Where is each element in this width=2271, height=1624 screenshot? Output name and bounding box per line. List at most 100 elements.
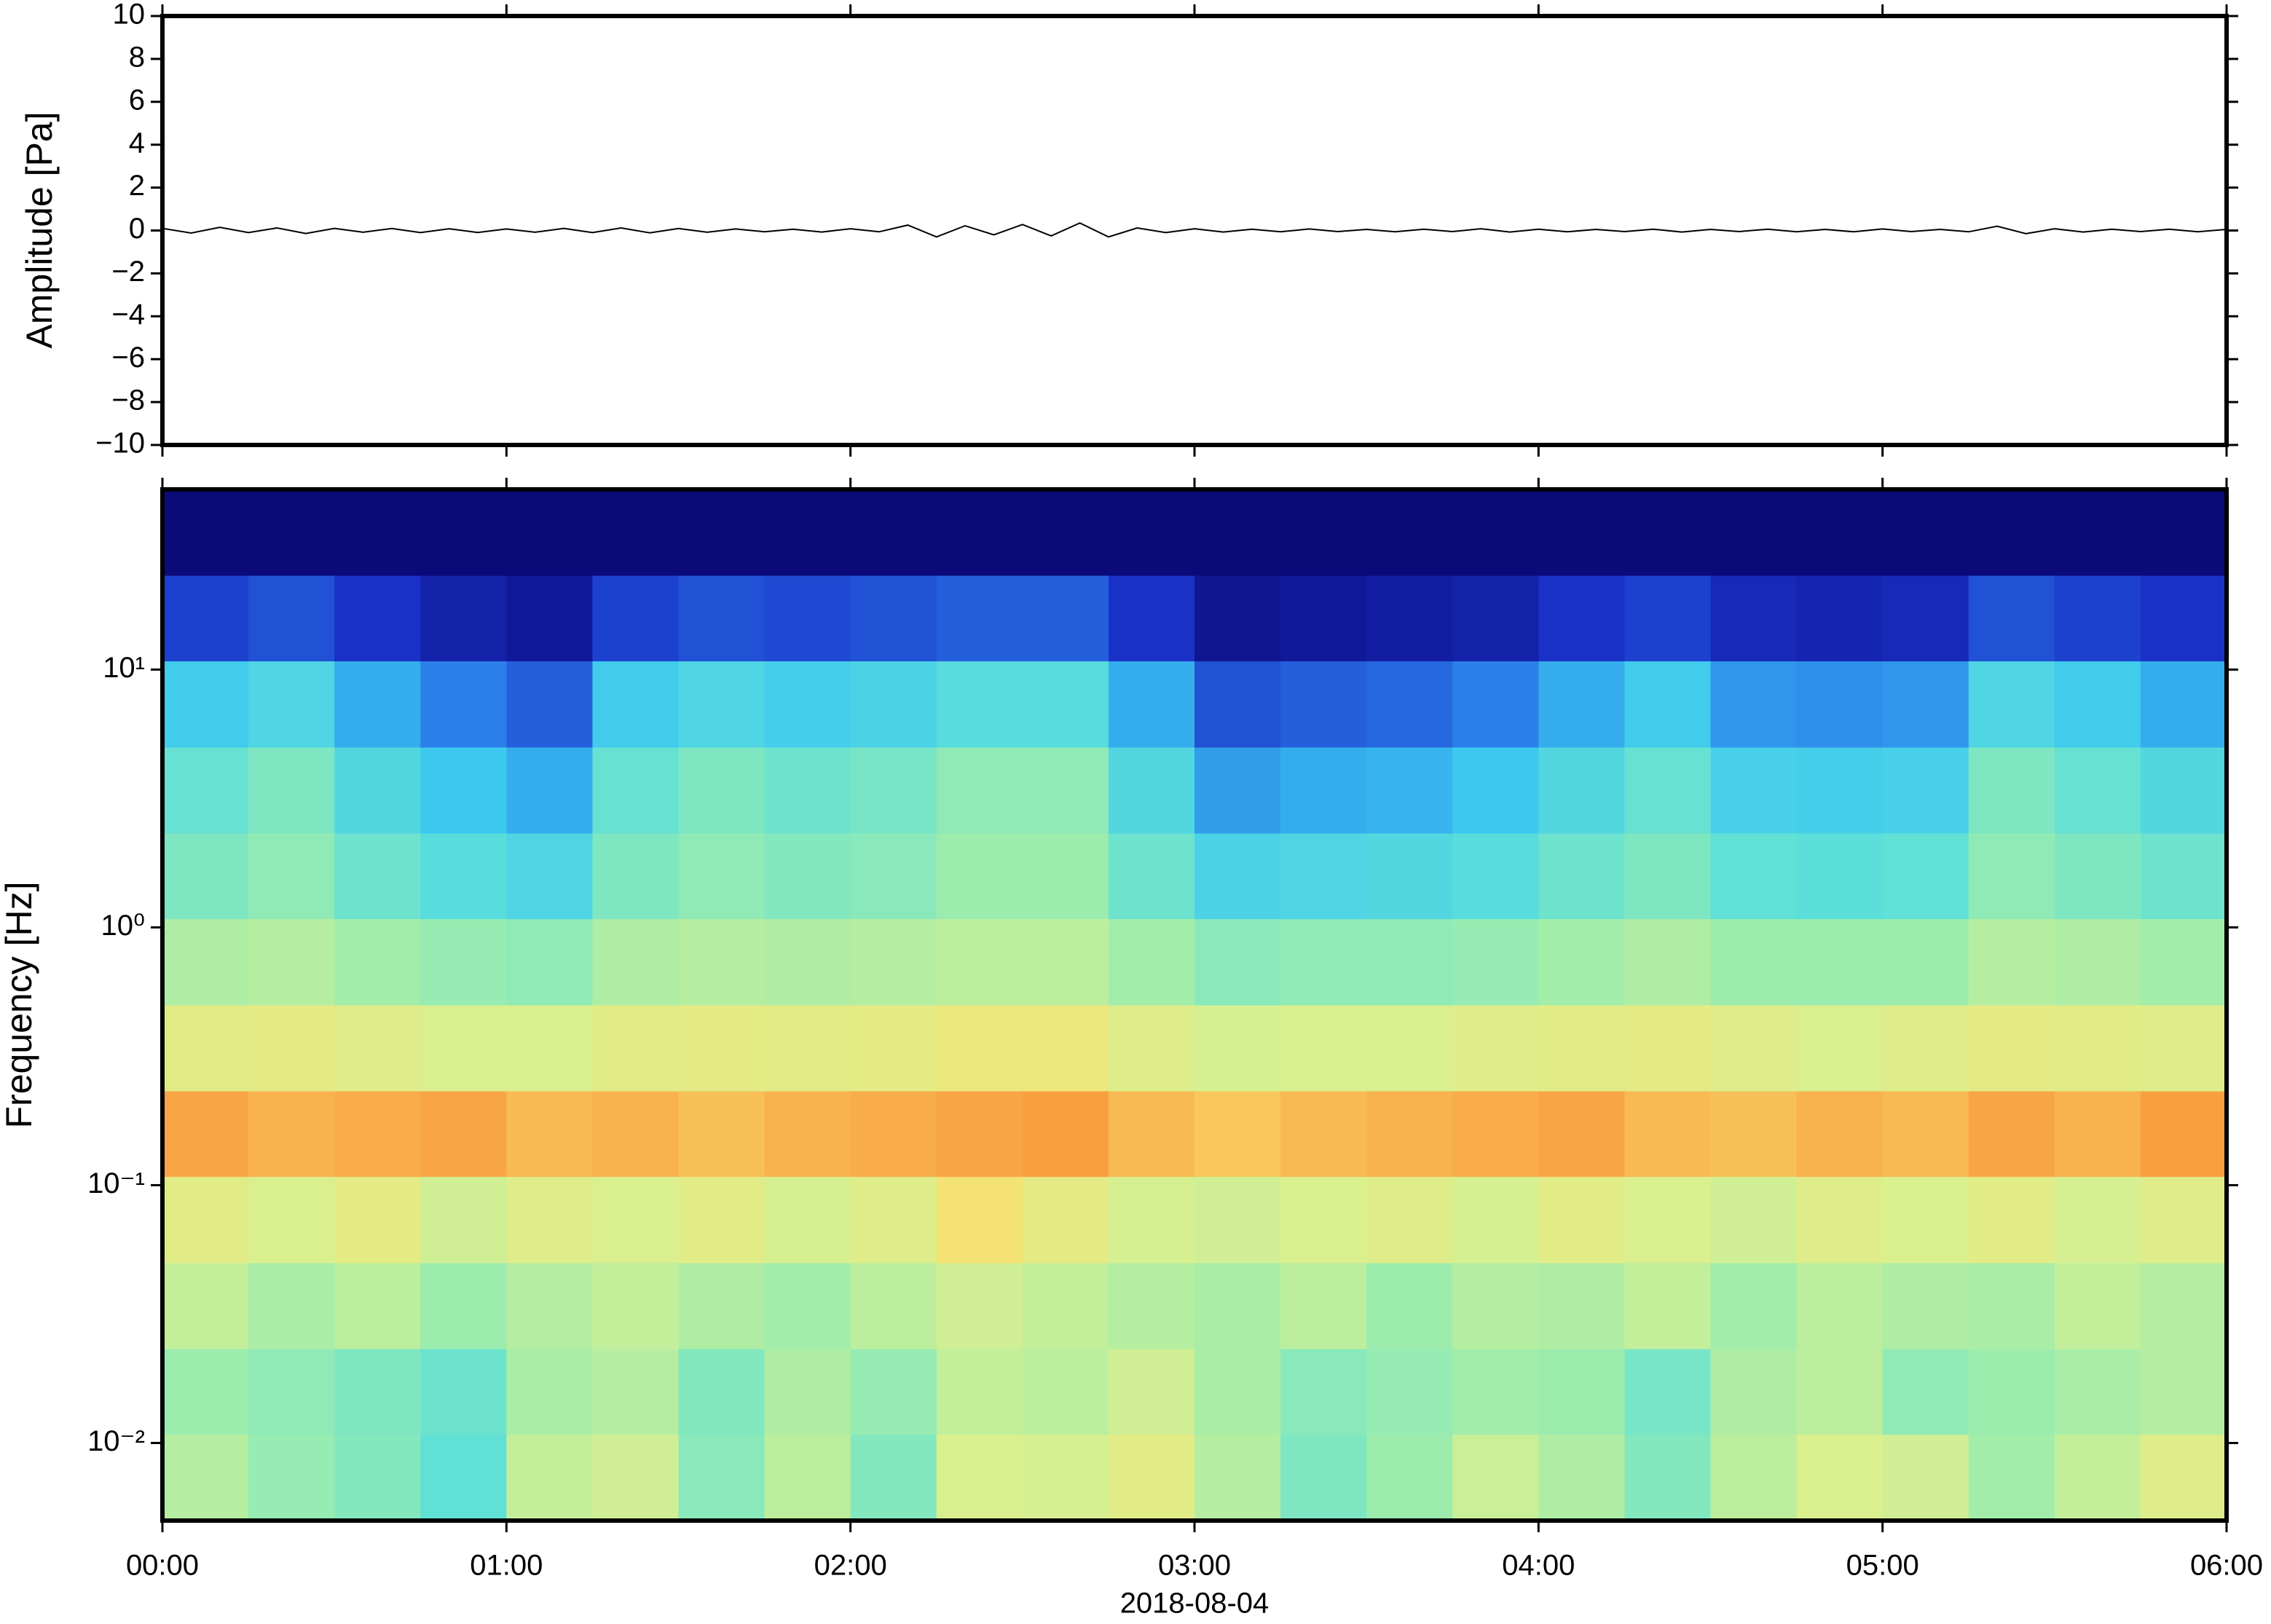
spectrogram-cell: [334, 747, 421, 834]
spectrogram-cell: [1968, 1091, 2055, 1178]
spectrogram-cell: [1452, 575, 1539, 662]
spectrogram-cell: [1108, 575, 1195, 662]
y-tick-label: 2: [129, 170, 145, 202]
spectrogram-cell: [2140, 1005, 2227, 1092]
spectrogram-cell: [764, 833, 851, 920]
spectrogram-cell: [1968, 1005, 2055, 1092]
spectrogram-cell: [248, 1091, 335, 1178]
y-tick-label: 10⁻¹: [87, 1167, 145, 1199]
spectrogram-cell: [764, 1434, 851, 1521]
spectrogram-cell: [334, 489, 421, 576]
spectrogram-cell: [678, 747, 765, 834]
y-tick-label: 0: [129, 213, 145, 245]
spectrogram-cell: [592, 1263, 679, 1349]
spectrogram-cell: [1108, 1005, 1195, 1092]
spectrogram-cell: [592, 1005, 679, 1092]
spectrogram-cell: [1366, 661, 1453, 748]
spectrogram-cell: [162, 1091, 249, 1178]
spectrogram-cell: [1882, 661, 1969, 748]
spectrogram-cell: [592, 1349, 679, 1435]
spectrogram-cell: [764, 1349, 851, 1435]
spectrogram-cell: [850, 747, 937, 834]
spectrogram-cell: [1022, 1349, 1109, 1435]
spectrogram-cell: [2054, 575, 2141, 662]
spectrogram-cell: [1882, 1005, 1969, 1092]
spectrogram-cell: [2054, 1091, 2141, 1178]
spectrogram-cell: [420, 1434, 507, 1521]
spectrogram-cell: [1022, 575, 1109, 662]
spectrogram-cell: [936, 1263, 1023, 1349]
spectrogram-cell: [1624, 661, 1711, 748]
spectrogram-cell: [2054, 1349, 2141, 1435]
spectrogram-cell: [1366, 833, 1453, 920]
spectrogram-cell: [678, 1349, 765, 1435]
y-tick-label: 10: [113, 0, 146, 31]
spectrogram-cell: [1624, 1263, 1711, 1349]
spectrogram-cell: [1194, 1091, 1281, 1178]
spectrogram-cell: [850, 1434, 937, 1521]
spectrogram-cell: [1280, 1434, 1367, 1521]
spectrogram-cell: [678, 1005, 765, 1092]
spectrogram-cell: [2140, 575, 2227, 662]
spectrogram-cell: [1968, 1176, 2055, 1264]
spectrogram-cell: [2140, 918, 2227, 1006]
spectrogram-cell: [1968, 747, 2055, 834]
y-tick-label: 10⁰: [101, 910, 145, 942]
x-tick-label: 00:00: [126, 1550, 199, 1582]
spectrogram-cell: [1882, 575, 1969, 662]
spectrogram-cell: [162, 747, 249, 834]
spectrogram-cell: [678, 489, 765, 576]
spectrogram-cell: [764, 918, 851, 1006]
spectrogram-cell: [162, 833, 249, 920]
spectrogram-cell: [506, 918, 593, 1006]
spectrogram-cell: [850, 918, 937, 1006]
spectrogram-cell: [1022, 1005, 1109, 1092]
spectrogram-cell: [1452, 1349, 1539, 1435]
spectrogram-cell: [678, 1091, 765, 1178]
spectrogram-cell: [1710, 1176, 1798, 1264]
spectrogram-cell: [1280, 575, 1367, 662]
spectrogram-cell: [1538, 1434, 1625, 1521]
spectrogram-cell: [1796, 1005, 1884, 1092]
spectrogram-cell: [1710, 1349, 1798, 1435]
spectrogram-cell: [1022, 489, 1109, 576]
spectrogram-cell: [2054, 1434, 2141, 1521]
spectrogram-cell: [162, 661, 249, 748]
spectrogram-cell: [334, 1349, 421, 1435]
spectrogram-cell: [1194, 747, 1281, 834]
spectrogram-cell: [2054, 661, 2141, 748]
spectrogram-cell: [1366, 1349, 1453, 1435]
spectrogram-cell: [936, 489, 1023, 576]
y-tick-label: −4: [111, 299, 145, 331]
spectrogram-cell: [678, 575, 765, 662]
spectrogram-cell: [248, 1434, 335, 1521]
spectrogram-cell: [2140, 1434, 2227, 1521]
spectrogram-cell: [506, 1091, 593, 1178]
spectrogram-cell: [592, 575, 679, 662]
spectrogram-cell: [248, 489, 335, 576]
spectrogram-cell: [764, 1263, 851, 1349]
spectrogram-cell: [1968, 833, 2055, 920]
spectrogram-cell: [1796, 1434, 1884, 1521]
waveform: [162, 222, 2227, 238]
spectrogram-cell: [2054, 489, 2141, 576]
spectrogram-cell: [1624, 1091, 1711, 1178]
spectrogram-cell: [334, 1434, 421, 1521]
spectrogram-cell: [1366, 1434, 1453, 1521]
spectrogram-cell: [1538, 1349, 1625, 1435]
spectrogram-cell: [1796, 1176, 1884, 1264]
spectrogram-cell: [1280, 1349, 1367, 1435]
spectrogram-cell: [1366, 489, 1453, 576]
spectrogram-cell: [1882, 1263, 1969, 1349]
y-tick-label: 4: [129, 127, 145, 159]
spectrogram-cell: [1108, 918, 1195, 1006]
spectrogram-cell: [334, 1176, 421, 1264]
spectrogram-cell: [1366, 747, 1453, 834]
spectrogram-cell: [1796, 918, 1884, 1006]
spectrogram-cell: [936, 1434, 1023, 1521]
spectrogram-cell: [1968, 918, 2055, 1006]
spectrogram-cell: [1538, 575, 1625, 662]
spectrogram-cell: [1796, 489, 1884, 576]
spectrogram-cell: [678, 918, 765, 1006]
spectrogram-cell: [1280, 1263, 1367, 1349]
